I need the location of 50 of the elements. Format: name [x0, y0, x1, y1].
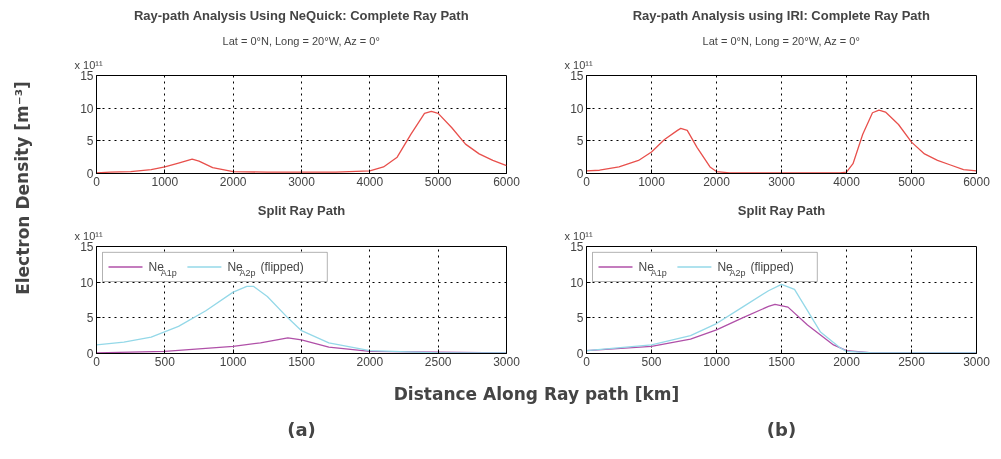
y-axis-title: Electron Density [m⁻³] [12, 81, 33, 295]
y-tick-label: 5 [86, 134, 94, 149]
x-tick-label: 5000 [898, 174, 926, 189]
x-tick-label: 6000 [493, 174, 521, 189]
y-tick-label: 15 [80, 240, 94, 254]
x-tick-label: 3000 [288, 174, 316, 189]
x-tick-label: 1500 [288, 354, 316, 369]
text: x 10¹¹ [74, 229, 103, 242]
text: (a) [287, 419, 316, 440]
y-tick-label: 5 [576, 134, 584, 149]
chart-title: Ray-path Analysis using IRI: Complete Ray Path [632, 7, 930, 23]
chart-title: Ray-path Analysis Using NeQuick: Complete Ray Path [133, 7, 469, 23]
x-axis-title: Distance Along Ray path [km] [393, 383, 680, 404]
text: x 10¹¹ [74, 58, 103, 71]
text: x 10¹¹ [564, 58, 593, 71]
x-tick-label: 1000 [151, 174, 179, 189]
chart-subtitle: Lat = 0°N, Long = 20°W, Az = 0° [222, 34, 380, 47]
x-tick-label: 4000 [356, 174, 384, 189]
x-tick-label: 6000 [963, 174, 991, 189]
y-tick-label: 10 [80, 275, 94, 290]
chart-title: Split Ray Path [737, 202, 826, 218]
x-tick-label: 500 [641, 354, 662, 369]
x-tick-label: 2500 [424, 354, 452, 369]
x-tick-label: 3000 [963, 354, 991, 369]
x-tick-label: 1500 [768, 354, 796, 369]
x-tick-label: 2500 [898, 354, 926, 369]
chart-title: Split Ray Path [257, 202, 346, 218]
y-tick-label: 10 [570, 275, 584, 290]
y-tick-label: 5 [576, 311, 584, 326]
x-tick-label: 3000 [493, 354, 521, 369]
y-tick-label: 15 [80, 69, 94, 83]
x-tick-label: 2000 [219, 174, 247, 189]
x-tick-label: 2000 [356, 354, 384, 369]
y-tick-label: 5 [86, 311, 94, 326]
x-tick-label: 1000 [219, 354, 247, 369]
x-tick-label: 500 [154, 354, 176, 369]
text: (b) [766, 419, 797, 440]
y-tick-label: 15 [570, 240, 584, 254]
y-tick-label: 15 [570, 69, 584, 83]
y-tick-label: 10 [570, 101, 584, 116]
x-tick-label: 3000 [768, 174, 796, 189]
chart-subtitle: Lat = 0°N, Long = 20°W, Az = 0° [702, 34, 860, 47]
x-tick-label: 5000 [424, 174, 452, 189]
x-tick-label: 4000 [833, 174, 861, 189]
text: x 10¹¹ [564, 229, 593, 242]
x-tick-label: 1000 [638, 174, 666, 189]
x-tick-label: 2000 [833, 354, 861, 369]
x-tick-label: 2000 [703, 174, 731, 189]
x-tick-label: 1000 [703, 354, 731, 369]
y-tick-label: 10 [80, 101, 94, 116]
